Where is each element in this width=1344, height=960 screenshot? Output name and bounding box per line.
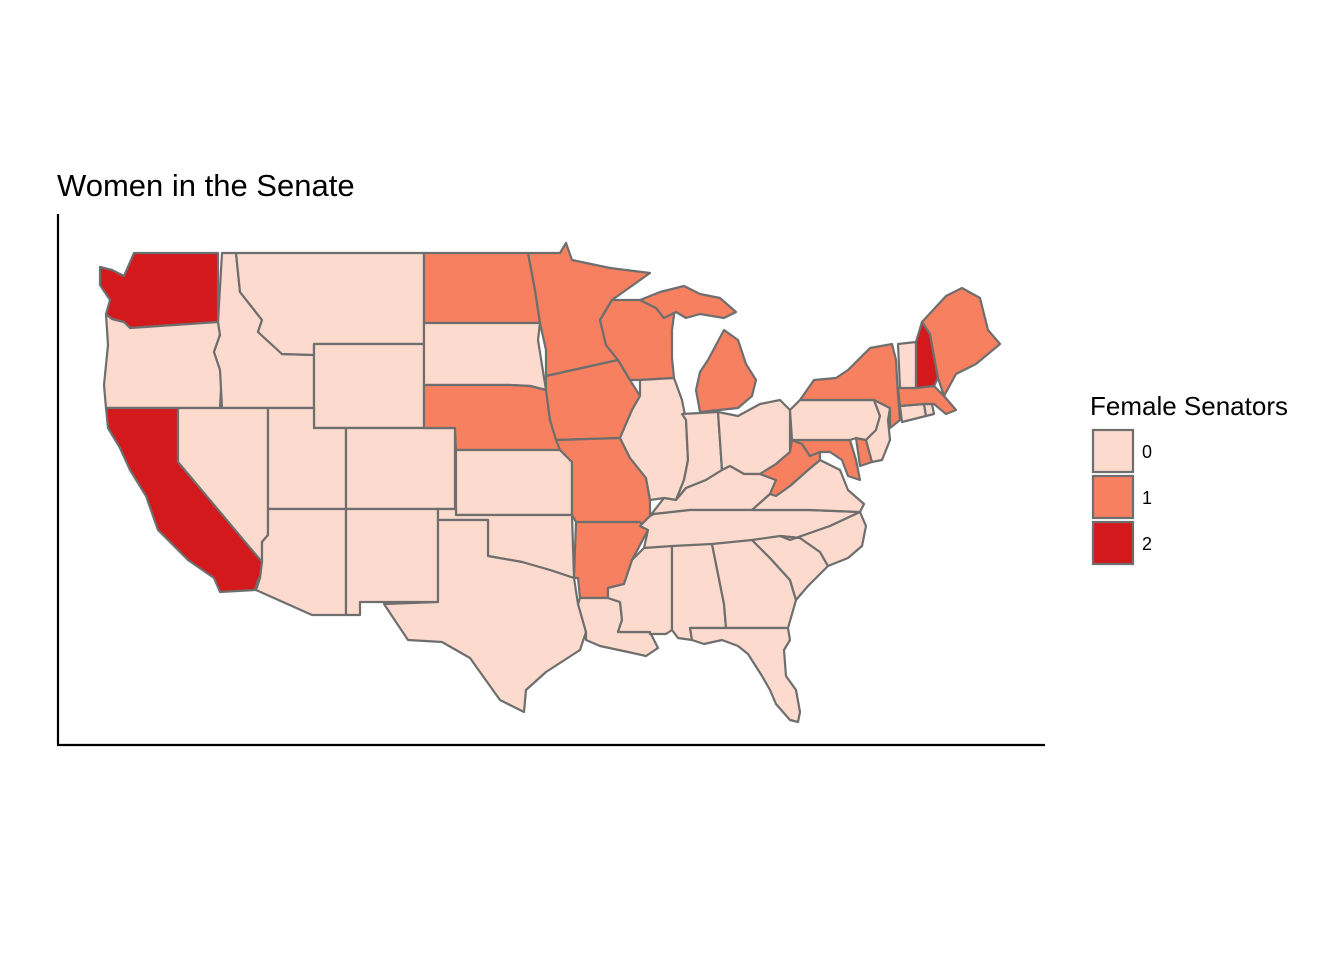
state-washington bbox=[98, 251, 220, 330]
plot-axes bbox=[56, 214, 1045, 747]
map-title: Women in the Senate bbox=[57, 168, 355, 203]
state-maryland bbox=[790, 438, 862, 482]
state-florida bbox=[688, 626, 802, 724]
states-layer bbox=[98, 241, 1002, 724]
state-arizona bbox=[254, 507, 348, 617]
state-kansas bbox=[454, 448, 574, 517]
state-texas bbox=[382, 518, 588, 714]
state-michigan bbox=[694, 328, 758, 414]
state-vermont bbox=[896, 340, 918, 390]
state-west-virginia bbox=[758, 438, 822, 498]
state-maine bbox=[920, 286, 1002, 398]
legend-key-1 bbox=[1091, 474, 1135, 520]
state-south-dakota bbox=[422, 321, 548, 392]
state-colorado bbox=[344, 426, 457, 511]
legend-label-1: 1 bbox=[1142, 488, 1152, 508]
state-wyoming bbox=[312, 342, 426, 430]
legend-key-2 bbox=[1091, 520, 1135, 566]
state-new-york bbox=[798, 342, 902, 430]
state-north-dakota bbox=[422, 251, 542, 325]
state-massachusetts bbox=[896, 384, 958, 416]
legend-key-0 bbox=[1091, 428, 1135, 474]
state-pennsylvania bbox=[788, 398, 882, 442]
legend-label-0: 0 bbox=[1142, 442, 1152, 462]
state-north-carolina bbox=[778, 510, 868, 568]
state-new-mexico bbox=[344, 507, 440, 617]
state-oregon bbox=[102, 312, 224, 410]
legend: Female Senators 0 1 2 bbox=[1090, 391, 1288, 566]
legend-title: Female Senators bbox=[1090, 391, 1288, 421]
state-rhode-island bbox=[922, 402, 936, 418]
state-michigan-upper bbox=[638, 284, 738, 320]
legend-label-2: 2 bbox=[1142, 534, 1152, 554]
